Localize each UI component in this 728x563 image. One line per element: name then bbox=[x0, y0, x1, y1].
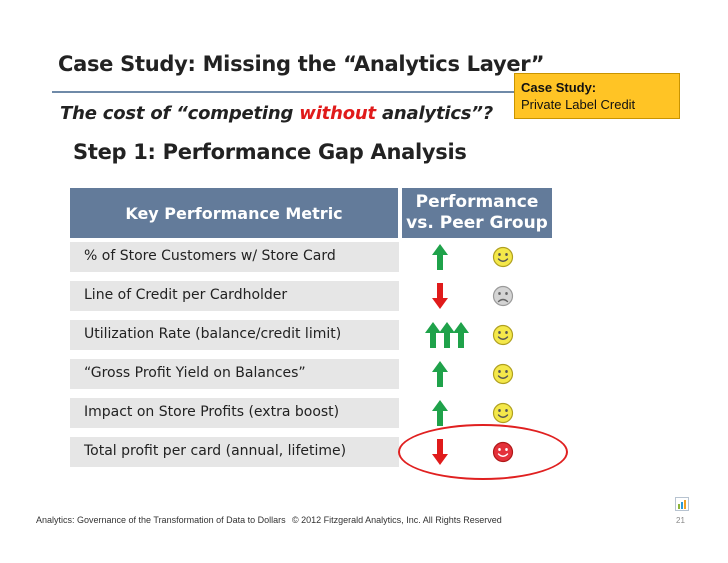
metric-label: Line of Credit per Cardholder bbox=[70, 281, 399, 315]
table-row: Line of Credit per Cardholder bbox=[70, 281, 552, 315]
performance-cell bbox=[402, 320, 552, 354]
arrow-up-icon bbox=[432, 361, 448, 387]
table-header: Key Performance Metric Performance vs. P… bbox=[70, 188, 552, 238]
arrow-up-icon bbox=[425, 322, 441, 348]
metric-label: Total profit per card (annual, lifetime) bbox=[70, 437, 399, 471]
smiley-face-icon bbox=[492, 324, 514, 346]
arrow-up-icon bbox=[432, 244, 448, 270]
highlight-circle bbox=[398, 424, 568, 480]
arrow-up-icon bbox=[453, 322, 469, 348]
table-row: Utilization Rate (balance/credit limit) bbox=[70, 320, 552, 354]
case-study-topic: Private Label Credit bbox=[521, 97, 636, 112]
table-row: Impact on Store Profits (extra boost) bbox=[70, 398, 552, 432]
smiley-face-icon bbox=[492, 246, 514, 268]
metric-label: “Gross Profit Yield on Balances” bbox=[70, 359, 399, 393]
case-study-label: Case Study: bbox=[521, 80, 597, 95]
header-performance-line2: vs. Peer Group bbox=[406, 213, 548, 233]
metric-label: % of Store Customers w/ Store Card bbox=[70, 242, 399, 276]
page-number: 21 bbox=[676, 516, 685, 525]
slide-subtitle: The cost of “competing without analytics… bbox=[60, 103, 493, 124]
footer-copyright: © 2012 Fitzgerald Analytics, Inc. All Ri… bbox=[292, 515, 502, 525]
header-performance-vs-peer: Performance vs. Peer Group bbox=[402, 188, 552, 238]
metric-label: Impact on Store Profits (extra boost) bbox=[70, 398, 399, 432]
table-row: “Gross Profit Yield on Balances” bbox=[70, 359, 552, 393]
step-heading: Step 1: Performance Gap Analysis bbox=[73, 140, 467, 164]
subtitle-emphasis: without bbox=[299, 103, 376, 124]
performance-cell bbox=[402, 281, 552, 315]
arrow-up-icon bbox=[439, 322, 455, 348]
performance-cell bbox=[402, 359, 552, 393]
case-study-callout: Case Study: Private Label Credit bbox=[514, 73, 680, 119]
header-key-performance-metric: Key Performance Metric bbox=[70, 188, 398, 238]
smiley-face-icon bbox=[492, 363, 514, 385]
table-row: % of Store Customers w/ Store Card bbox=[70, 242, 552, 276]
metric-label: Utilization Rate (balance/credit limit) bbox=[70, 320, 399, 354]
header-performance-line1: Performance bbox=[415, 192, 539, 212]
performance-cell bbox=[402, 242, 552, 276]
slide-title: Case Study: Missing the “Analytics Layer… bbox=[58, 52, 545, 76]
arrow-up-icon bbox=[432, 400, 448, 426]
frown-face-icon bbox=[492, 285, 514, 307]
smiley-face-icon bbox=[492, 402, 514, 424]
footer-course-title: Analytics: Governance of the Transformat… bbox=[36, 515, 286, 525]
subtitle-text-end: analytics”? bbox=[375, 103, 493, 124]
bar-chart-logo-icon bbox=[675, 497, 689, 511]
performance-cell bbox=[402, 398, 552, 432]
subtitle-text-start: The cost of “competing bbox=[60, 103, 300, 124]
arrow-down-icon bbox=[432, 283, 448, 309]
title-underline bbox=[52, 91, 514, 93]
